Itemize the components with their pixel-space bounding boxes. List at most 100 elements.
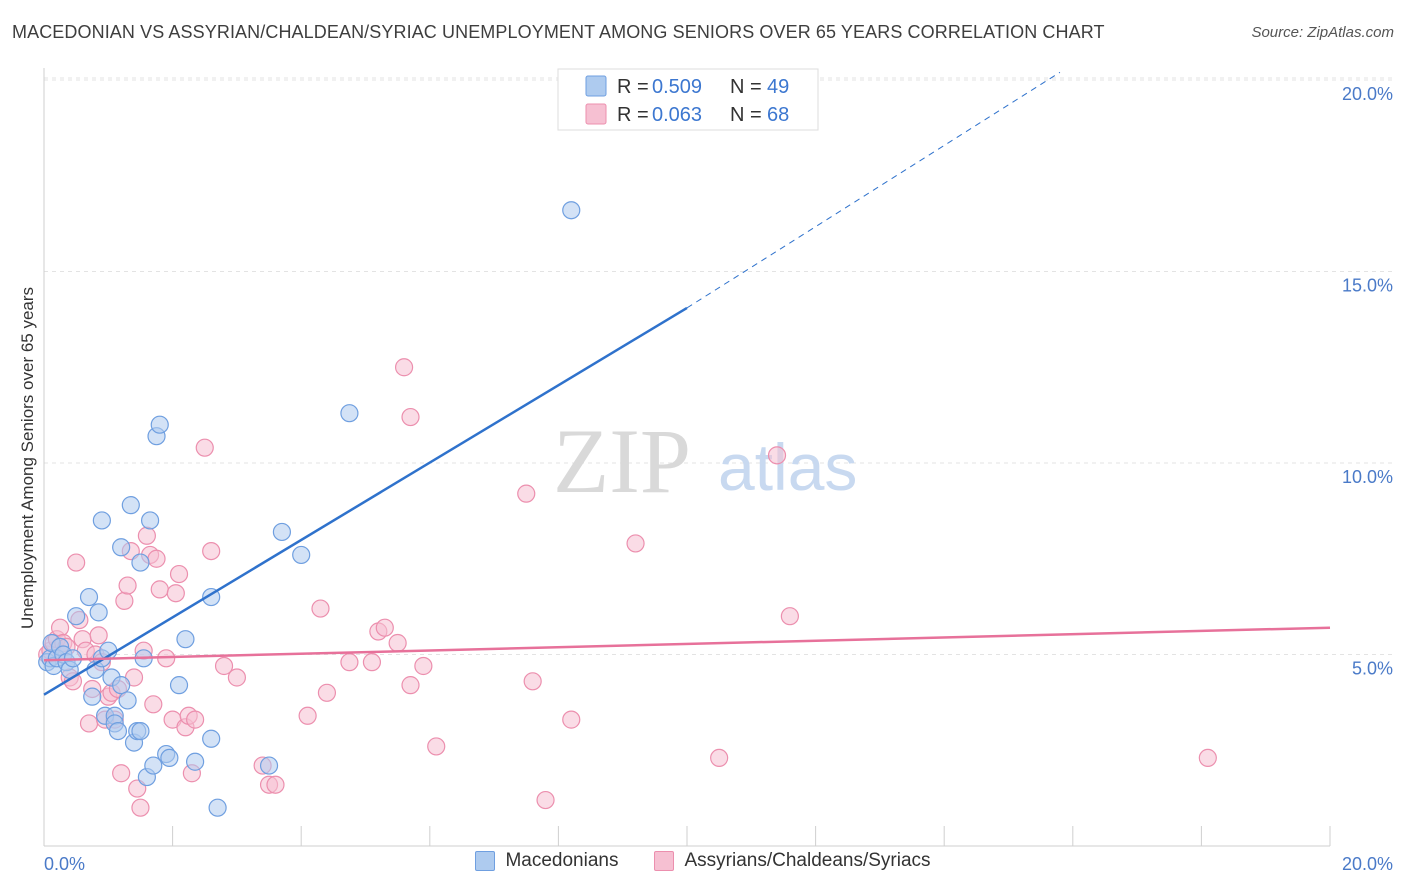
assyrians-point bbox=[1198, 748, 1217, 768]
assyrians-point bbox=[388, 633, 407, 653]
assyrians-point bbox=[195, 438, 214, 457]
assyrians-point bbox=[147, 549, 166, 568]
assyrians-point bbox=[144, 695, 163, 714]
assyrians-point bbox=[67, 553, 86, 572]
macedonians-point bbox=[140, 511, 160, 530]
watermark-atlas: atlas bbox=[718, 430, 857, 504]
legend-item-macedonians[interactable]: Macedonians bbox=[475, 850, 618, 872]
macedonians-point bbox=[208, 798, 227, 817]
macedonians-point bbox=[272, 522, 292, 542]
x-tick-label-min: 0.0% bbox=[44, 854, 85, 874]
y-tick-label: 5.0% bbox=[1352, 659, 1393, 679]
legend-swatch-assyrians bbox=[585, 103, 607, 125]
assyrians-point bbox=[767, 446, 787, 465]
gridlines bbox=[44, 77, 1393, 655]
macedonians-point bbox=[202, 729, 221, 748]
assyrians-point bbox=[311, 599, 330, 618]
macedonians-point bbox=[131, 721, 150, 741]
macedonians-point bbox=[176, 630, 195, 649]
assyrians-point bbox=[137, 526, 156, 545]
assyrians-point bbox=[317, 683, 337, 702]
assyrians-point bbox=[166, 584, 185, 603]
assyrians-point bbox=[710, 748, 729, 768]
assyrians-point bbox=[340, 653, 359, 672]
x-axis-ticks bbox=[172, 826, 1331, 846]
macedonians-point bbox=[83, 687, 102, 706]
macedonians-point bbox=[186, 752, 205, 771]
macedonians-point bbox=[108, 721, 128, 741]
legend-label-assyrians: Assyrians/Chaldeans/Syriacs bbox=[684, 850, 931, 871]
macedonians-point bbox=[92, 511, 111, 530]
assyrians-point bbox=[150, 580, 169, 599]
assyrians-point bbox=[780, 607, 799, 626]
assyrians-point bbox=[115, 591, 134, 610]
legend-n-value-2: 68 bbox=[767, 104, 789, 126]
assyrians-point bbox=[112, 764, 131, 783]
assyrians-point bbox=[214, 656, 234, 676]
macedonians-swatch bbox=[475, 851, 496, 871]
legend-n-value-1: 49 bbox=[767, 76, 789, 98]
macedonians-points bbox=[38, 201, 581, 817]
y-tick-label: 15.0% bbox=[1342, 276, 1393, 296]
legend-n-label-2: N = bbox=[730, 104, 762, 126]
y-tick-labels: 5.0% 10.0% 15.0% 20.0% bbox=[1342, 84, 1393, 679]
legend-r-label-2: R = bbox=[617, 104, 649, 126]
legend-swatch-macedonians bbox=[585, 75, 607, 97]
correlation-legend: R = 0.509 N = 49 R = 0.063 N = 68 bbox=[557, 68, 819, 131]
macedonians-point bbox=[67, 607, 86, 626]
legend-r-value-2: 0.063 bbox=[652, 104, 702, 126]
assyrians-point bbox=[401, 676, 420, 695]
assyrians-point bbox=[427, 737, 446, 756]
assyrians-point bbox=[375, 618, 394, 637]
chart-title: MACEDONIAN VS ASSYRIAN/CHALDEAN/SYRIAC U… bbox=[12, 22, 1105, 42]
macedonians-trend-line bbox=[43, 306, 688, 696]
macedonians-point bbox=[79, 587, 99, 607]
x-tick-label-max: 20.0% bbox=[1342, 854, 1393, 874]
y-tick-label: 20.0% bbox=[1342, 84, 1393, 104]
macedonians-point bbox=[89, 603, 108, 622]
assyrians-point bbox=[626, 534, 645, 553]
source-label: Source: ZipAtlas.com bbox=[1251, 24, 1394, 41]
macedonians-point bbox=[292, 545, 311, 565]
series-legend: Macedonians Assyrians/Chaldeans/Syriacs bbox=[0, 850, 1406, 872]
assyrians-point bbox=[202, 541, 221, 561]
assyrians-point bbox=[89, 626, 108, 645]
assyrians-point bbox=[227, 668, 246, 687]
legend-n-label-1: N = bbox=[730, 76, 762, 98]
assyrians-point bbox=[118, 576, 137, 595]
assyrians-point bbox=[298, 706, 317, 725]
assyrians-point bbox=[131, 798, 150, 817]
macedonians-point bbox=[160, 748, 179, 768]
macedonians-point bbox=[259, 756, 279, 775]
legend-item-assyrians[interactable]: Assyrians/Chaldeans/Syriacs bbox=[654, 850, 931, 872]
assyrians-trend-line bbox=[43, 626, 1331, 662]
trend-lines bbox=[43, 71, 1331, 696]
assyrians-point bbox=[79, 714, 99, 733]
y-tick-label: 10.0% bbox=[1342, 467, 1393, 487]
assyrians-point bbox=[394, 358, 414, 377]
assyrians-point bbox=[523, 672, 542, 691]
macedonians-point bbox=[144, 756, 163, 775]
macedonians-point bbox=[121, 496, 140, 515]
watermark-zip: ZIP bbox=[553, 410, 691, 512]
assyrians-point bbox=[536, 790, 555, 810]
macedonians-point bbox=[118, 691, 137, 710]
assyrians-point bbox=[362, 653, 382, 672]
assyrians-point bbox=[50, 618, 70, 637]
assyrians-point bbox=[517, 484, 536, 503]
legend-r-label-1: R = bbox=[617, 76, 649, 98]
macedonians-point bbox=[562, 201, 581, 220]
assyrians-point bbox=[562, 710, 581, 729]
legend-label-macedonians: Macedonians bbox=[505, 850, 619, 871]
macedonians-point bbox=[131, 553, 150, 572]
macedonians-point bbox=[340, 404, 359, 423]
assyrians-swatch bbox=[654, 851, 675, 871]
assyrians-point bbox=[169, 564, 189, 584]
macedonians-point bbox=[169, 676, 189, 695]
macedonians-trend-extension bbox=[686, 71, 1061, 309]
assyrians-point bbox=[414, 656, 433, 676]
assyrians-point bbox=[401, 407, 420, 427]
macedonians-point bbox=[150, 415, 169, 434]
assyrians-point bbox=[186, 710, 205, 729]
